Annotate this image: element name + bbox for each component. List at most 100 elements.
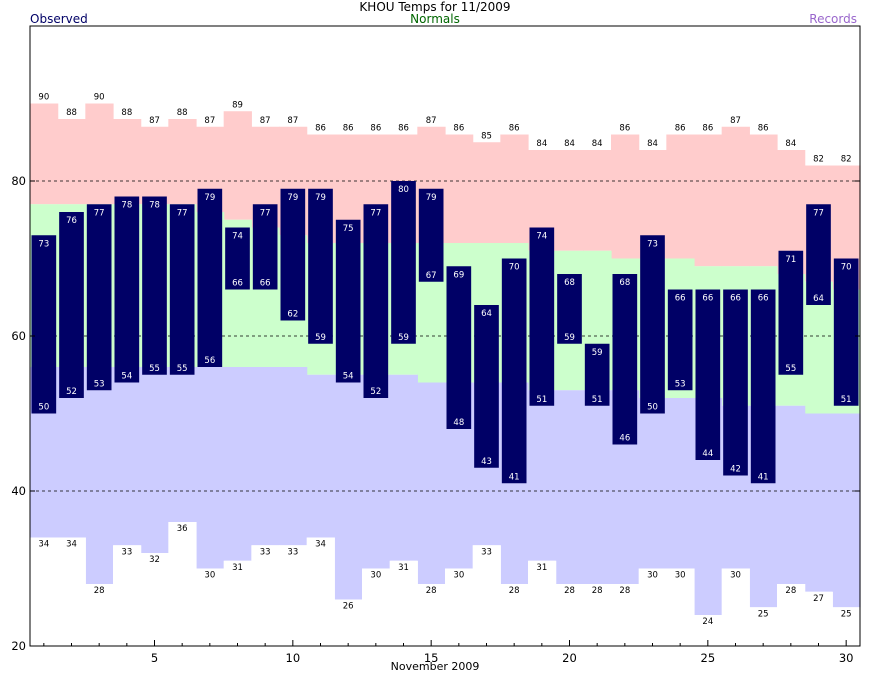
observed-high-label-day-9: 77 bbox=[260, 208, 271, 218]
record-high-label-day-7: 87 bbox=[204, 116, 215, 126]
record-low-band-day-10 bbox=[279, 367, 308, 546]
record-low-label-day-29: 27 bbox=[813, 594, 824, 604]
record-high-label-day-10: 87 bbox=[287, 116, 298, 126]
record-low-label-day-4: 33 bbox=[121, 547, 132, 557]
observed-high-label-day-28: 71 bbox=[785, 255, 796, 265]
observed-low-label-day-12: 54 bbox=[343, 372, 354, 382]
below-record-day-15 bbox=[417, 584, 446, 646]
observed-bar-day-15 bbox=[418, 188, 444, 282]
observed-bar-day-13 bbox=[363, 204, 389, 398]
below-record-day-11 bbox=[306, 537, 335, 646]
observed-high-label-day-18: 70 bbox=[509, 263, 520, 273]
observed-high-label-day-7: 79 bbox=[204, 193, 215, 203]
below-record-day-10 bbox=[279, 545, 308, 646]
observed-bar-day-2 bbox=[59, 212, 84, 398]
record-low-band-day-9 bbox=[251, 367, 280, 546]
record-high-label-day-14: 86 bbox=[398, 124, 409, 134]
observed-high-label-day-10: 79 bbox=[287, 193, 298, 203]
record-high-label-day-9: 87 bbox=[260, 116, 271, 126]
record-low-band-day-30 bbox=[832, 413, 861, 608]
observed-high-label-day-5: 78 bbox=[149, 201, 160, 211]
record-low-label-day-21: 28 bbox=[592, 586, 603, 596]
record-high-band-day-18 bbox=[500, 134, 529, 243]
record-high-band-day-8 bbox=[223, 111, 252, 220]
observed-bar-day-1 bbox=[31, 235, 57, 414]
observed-bar-day-30 bbox=[833, 258, 859, 406]
below-record-day-4 bbox=[113, 545, 142, 646]
record-low-label-day-23: 30 bbox=[647, 571, 658, 581]
record-high-band-day-24 bbox=[666, 134, 695, 259]
observed-bar-day-6 bbox=[169, 204, 195, 375]
record-low-band-day-23 bbox=[638, 398, 667, 569]
record-high-label-day-27: 86 bbox=[758, 124, 769, 134]
record-high-band-day-26 bbox=[721, 126, 750, 267]
observed-low-label-day-20: 59 bbox=[564, 333, 575, 343]
record-high-band-day-25 bbox=[694, 134, 723, 267]
observed-bar-day-10 bbox=[280, 188, 306, 321]
below-record-day-28 bbox=[777, 584, 806, 646]
chart-title: KHOU Temps for 11/2009 bbox=[359, 0, 511, 14]
observed-bar-day-7 bbox=[197, 188, 223, 367]
legend-normals: Normals bbox=[410, 12, 460, 26]
observed-bar-day-8 bbox=[225, 227, 250, 290]
record-low-band-day-24 bbox=[666, 398, 695, 569]
record-low-label-day-8: 31 bbox=[232, 563, 243, 573]
record-low-band-day-29 bbox=[804, 413, 833, 592]
record-high-band-day-16 bbox=[445, 134, 474, 243]
below-record-day-26 bbox=[721, 568, 750, 646]
x-tick-label-30: 30 bbox=[839, 651, 854, 665]
below-record-day-19 bbox=[528, 560, 557, 646]
observed-low-label-day-14: 59 bbox=[398, 333, 409, 343]
observed-high-label-day-8: 74 bbox=[232, 232, 243, 242]
record-low-label-day-12: 26 bbox=[343, 602, 354, 612]
record-high-band-day-3 bbox=[85, 103, 114, 205]
observed-high-label-day-12: 75 bbox=[343, 224, 354, 234]
record-high-label-day-4: 88 bbox=[121, 108, 132, 118]
record-high-label-day-5: 87 bbox=[149, 116, 160, 126]
observed-low-label-day-19: 51 bbox=[536, 395, 547, 405]
record-low-band-day-20 bbox=[555, 390, 584, 584]
record-high-label-day-24: 86 bbox=[675, 124, 686, 134]
below-record-day-14 bbox=[389, 560, 418, 646]
record-low-band-day-12 bbox=[334, 374, 363, 600]
below-record-day-13 bbox=[362, 568, 391, 646]
record-high-label-day-19: 84 bbox=[536, 139, 547, 149]
observed-high-label-day-3: 77 bbox=[94, 208, 105, 218]
observed-low-label-day-27: 41 bbox=[758, 472, 769, 482]
observed-bar-day-14 bbox=[391, 181, 416, 344]
below-record-day-22 bbox=[611, 584, 640, 646]
record-high-label-day-3: 90 bbox=[94, 93, 105, 103]
record-low-label-day-1: 34 bbox=[38, 540, 49, 550]
record-low-band-day-5 bbox=[140, 367, 169, 553]
record-high-band-day-27 bbox=[749, 134, 778, 267]
record-high-label-day-25: 86 bbox=[702, 124, 713, 134]
value-labels: 90 34 73 50 88 34 76 52 90 28 77 53 88 33 78 54 87 32 78 55… bbox=[38, 93, 851, 628]
observed-high-label-day-24: 66 bbox=[675, 294, 686, 304]
record-low-band-day-14 bbox=[389, 374, 418, 561]
record-low-label-day-20: 28 bbox=[564, 586, 575, 596]
y-tick-label-40: 40 bbox=[11, 484, 26, 498]
observed-low-label-day-24: 53 bbox=[675, 379, 686, 389]
record-high-label-day-26: 87 bbox=[730, 116, 741, 126]
record-low-band-day-19 bbox=[528, 390, 557, 561]
record-high-label-day-16: 86 bbox=[453, 124, 464, 134]
below-record-low-area bbox=[30, 522, 861, 646]
observed-bar-day-24 bbox=[667, 289, 693, 391]
record-low-label-day-24: 30 bbox=[675, 571, 686, 581]
record-high-label-day-15: 87 bbox=[426, 116, 437, 126]
record-high-label-day-28: 84 bbox=[785, 139, 796, 149]
record-high-label-day-1: 90 bbox=[38, 93, 49, 103]
legend-records: Records bbox=[809, 12, 857, 26]
below-record-day-21 bbox=[583, 584, 612, 646]
record-low-label-day-15: 28 bbox=[426, 586, 437, 596]
record-low-label-day-3: 28 bbox=[94, 586, 105, 596]
observed-low-label-day-5: 55 bbox=[149, 364, 160, 374]
observed-bar-day-3 bbox=[86, 204, 112, 391]
observed-high-label-day-11: 79 bbox=[315, 193, 326, 203]
observed-bar-day-16 bbox=[446, 266, 472, 429]
observed-high-label-day-19: 74 bbox=[536, 232, 547, 242]
record-high-band-day-2 bbox=[57, 119, 86, 205]
record-low-label-day-9: 33 bbox=[260, 547, 271, 557]
below-record-day-29 bbox=[804, 591, 833, 646]
observed-bar-day-25 bbox=[695, 289, 721, 460]
